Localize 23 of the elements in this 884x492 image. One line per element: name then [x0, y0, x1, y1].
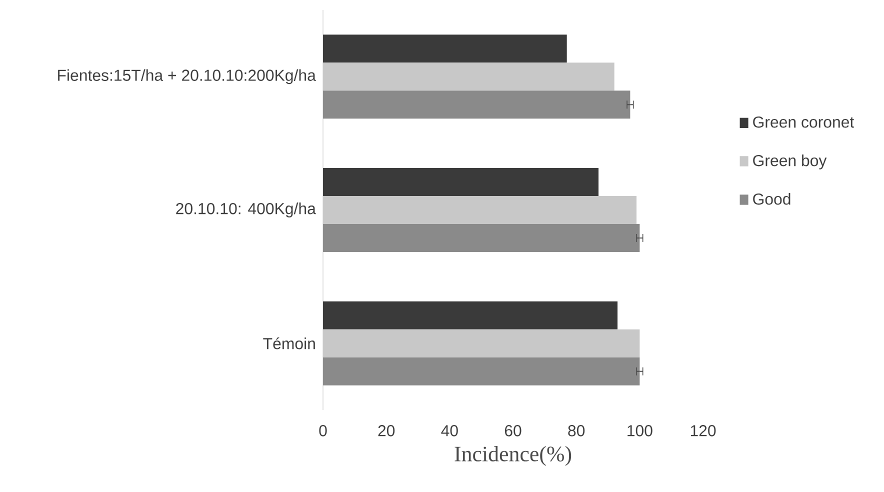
bar: [323, 90, 630, 119]
x-tick-label: 20: [378, 425, 395, 436]
bar: [323, 196, 637, 224]
x-tick-label: 100: [628, 425, 652, 436]
x-tick-label: 80: [568, 425, 585, 436]
bar: [323, 329, 640, 358]
x-tick-label: 60: [504, 425, 522, 436]
x-tick-label: 120: [690, 425, 716, 436]
legend-label: Green boy: [753, 154, 827, 170]
bar: [323, 224, 640, 252]
bar: [323, 168, 599, 196]
x-tick-label: 40: [441, 425, 458, 436]
y-tick-label: Témoin: [263, 337, 315, 350]
legend-label: Good: [753, 193, 790, 205]
bar: [323, 301, 618, 330]
x-tick-label: 0: [319, 425, 327, 436]
x-axis-title: Incidence(%): [454, 446, 572, 466]
y-tick-label: 20.10.10: 400Kg/ha: [176, 202, 316, 218]
legend-label: Green coronet: [753, 116, 854, 128]
bar: [323, 34, 567, 63]
y-tick-label: Fientes:15T/ha + 20.10.10:200Kg/ha: [58, 69, 316, 84]
bar: [323, 62, 614, 91]
bar: [323, 357, 640, 386]
